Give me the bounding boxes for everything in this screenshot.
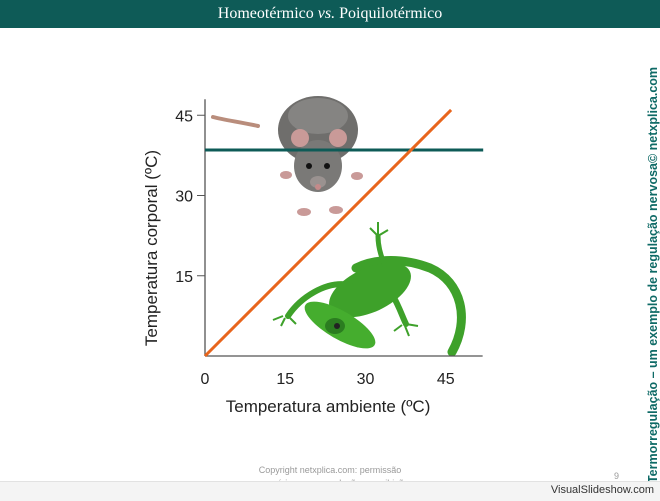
x-tick-label: 0 [201,371,210,388]
watermark-text: VisualSlideshow.com [550,484,654,496]
rat-icon [211,96,363,216]
y-axis-label: Temperatura corporal (ºC) [142,150,161,346]
temperature-chart: 15 30 45 0 15 30 45 Temperatura ambiente (ºC) Te… [142,96,484,416]
side-caption: Termorregulação – um exemplo de regulaçã… [646,66,660,484]
lizard-icon [272,222,466,357]
x-tick-label: 15 [276,371,294,388]
copyright-line-1: Copyright netxplica.com: permissão [258,465,402,475]
y-tick-label: 45 [175,108,193,125]
y-tick-label: 30 [175,189,193,206]
watermark-strip: VisualSlideshow.com [0,481,660,501]
x-axis-label: Temperatura ambiente (ºC) [226,397,431,416]
x-tick-label: 30 [357,371,375,388]
x-tick-label: 45 [437,371,455,388]
slide-title-bar: Homeotérmico vs. Poiquilotérmico [0,0,660,28]
y-tick-label: 15 [175,269,193,286]
slide-title: Homeotérmico vs. Poiquilotérmico [217,5,443,22]
page-number: 9 [614,471,620,481]
series-line-poikilothermic [203,108,453,358]
